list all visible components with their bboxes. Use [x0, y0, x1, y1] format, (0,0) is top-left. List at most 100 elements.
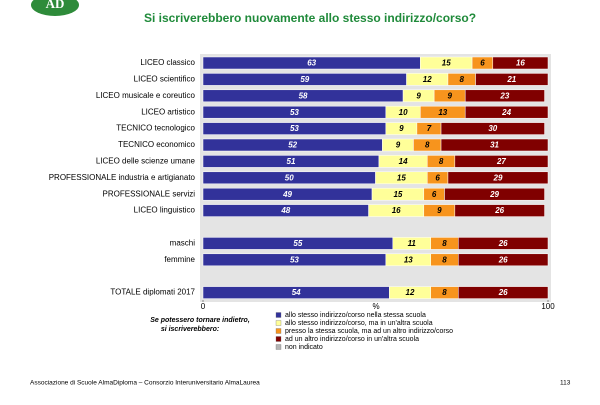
value-label: 16	[516, 59, 525, 68]
logo-shape	[31, 0, 79, 16]
bar-segment	[454, 155, 549, 168]
value-label: 9	[447, 91, 452, 100]
value-label: 10	[399, 108, 408, 117]
value-label: 15	[393, 190, 402, 199]
legend-title: Se potessero tornare indietro,	[150, 317, 250, 324]
value-label: 8	[425, 141, 430, 150]
category-label: LICEO delle scienze umane	[96, 157, 196, 166]
x-tick-label: 100	[541, 302, 555, 311]
value-label: 23	[499, 91, 509, 100]
bar-segment	[458, 237, 549, 250]
legend-swatch	[275, 336, 282, 342]
value-label: 8	[442, 255, 447, 264]
legend-swatch	[275, 328, 282, 334]
legend-title: si iscriverebbero:	[161, 326, 219, 333]
value-label: 12	[423, 75, 432, 84]
bar-segment	[454, 204, 545, 217]
value-label: 11	[408, 239, 417, 248]
value-label: 26	[494, 206, 504, 215]
legend-label: presso la stessa scuola, ma ad un altro …	[285, 328, 453, 335]
legend-label: ad un altro indirizzo/corso in un'altra …	[285, 336, 419, 343]
category-label: LICEO classico	[140, 58, 195, 67]
bar-segment	[492, 56, 549, 70]
value-label: 21	[506, 75, 516, 84]
value-label: 29	[489, 190, 499, 199]
value-label: 15	[442, 59, 451, 68]
value-label: 48	[280, 206, 290, 215]
category-label: LICEO linguistico	[134, 206, 196, 215]
category-label: PROFESSIONALE servizi	[103, 189, 196, 198]
category-label: LICEO musicale e coreutico	[96, 91, 196, 100]
value-label: 6	[480, 59, 485, 68]
value-label: 52	[288, 141, 297, 150]
value-label: 13	[438, 108, 447, 117]
value-label: 30	[488, 124, 497, 133]
footer-text: Associazione di Scuole AlmaDiploma – Con…	[30, 380, 260, 387]
value-label: 6	[435, 173, 440, 182]
page-number: 113	[560, 380, 571, 387]
value-label: 8	[442, 288, 447, 297]
category-label: LICEO scientifico	[134, 75, 196, 84]
value-label: 54	[292, 288, 301, 297]
category-label: femmine	[164, 255, 195, 264]
bar-segment	[475, 73, 549, 86]
value-label: 26	[498, 288, 508, 297]
value-label: 26	[498, 239, 508, 248]
category-label: TOTALE diplomati 2017	[110, 288, 195, 297]
value-label: 16	[392, 206, 401, 215]
value-label: 31	[490, 141, 499, 150]
bar-segment	[464, 89, 545, 103]
bar-segment	[458, 286, 549, 299]
category-label: TECNICO tecnologico	[116, 124, 195, 133]
x-tick-label: 0	[201, 302, 206, 311]
value-label: 6	[432, 190, 437, 199]
legend-swatch	[275, 344, 282, 350]
value-label: 8	[442, 239, 447, 248]
value-label: 7	[427, 124, 432, 133]
value-label: 51	[287, 157, 296, 166]
value-label: 53	[290, 255, 299, 264]
value-label: 50	[285, 173, 294, 182]
logo: AD	[46, 0, 65, 11]
value-label: 15	[397, 173, 406, 182]
legend-swatch	[275, 312, 282, 318]
value-label: 63	[307, 59, 316, 68]
category-label: TECNICO economico	[118, 140, 195, 149]
legend-label: allo stesso indirizzo/corso, ma in un'al…	[285, 320, 433, 327]
value-label: 9	[437, 206, 442, 215]
legend-label: non indicato	[285, 344, 323, 351]
category-label: PROFESSIONALE industria e artigianato	[49, 173, 196, 182]
value-label: 12	[406, 288, 415, 297]
bar-segment	[440, 122, 545, 135]
value-label: 9	[396, 141, 401, 150]
value-label: 26	[498, 255, 508, 264]
bar-segment	[464, 105, 549, 119]
value-label: 55	[293, 239, 302, 248]
value-label: 8	[460, 75, 465, 84]
bar-segment	[440, 138, 549, 152]
value-label: 53	[290, 124, 299, 133]
legend-label: allo stesso indirizzo/corso nella stessa…	[285, 312, 426, 319]
value-label: 13	[404, 255, 413, 264]
legend-swatch	[275, 320, 282, 326]
bar-segment	[458, 253, 549, 267]
category-label: maschi	[170, 239, 196, 248]
value-label: 9	[399, 124, 404, 133]
value-label: 49	[282, 190, 292, 199]
value-label: 29	[493, 173, 503, 182]
category-label: LICEO artistico	[141, 107, 195, 116]
value-label: 27	[496, 157, 506, 166]
value-label: 53	[290, 108, 299, 117]
value-label: 14	[399, 157, 408, 166]
value-label: 24	[501, 108, 511, 117]
bar-segment	[444, 187, 545, 201]
value-label: 8	[439, 157, 444, 166]
chart-title: Si iscriverebbero nuovamente allo stesso…	[144, 11, 476, 25]
bar-segment	[447, 171, 549, 185]
x-axis-label: %	[372, 302, 379, 311]
value-label: 58	[299, 91, 308, 100]
value-label: 59	[300, 75, 309, 84]
value-label: 9	[416, 91, 421, 100]
